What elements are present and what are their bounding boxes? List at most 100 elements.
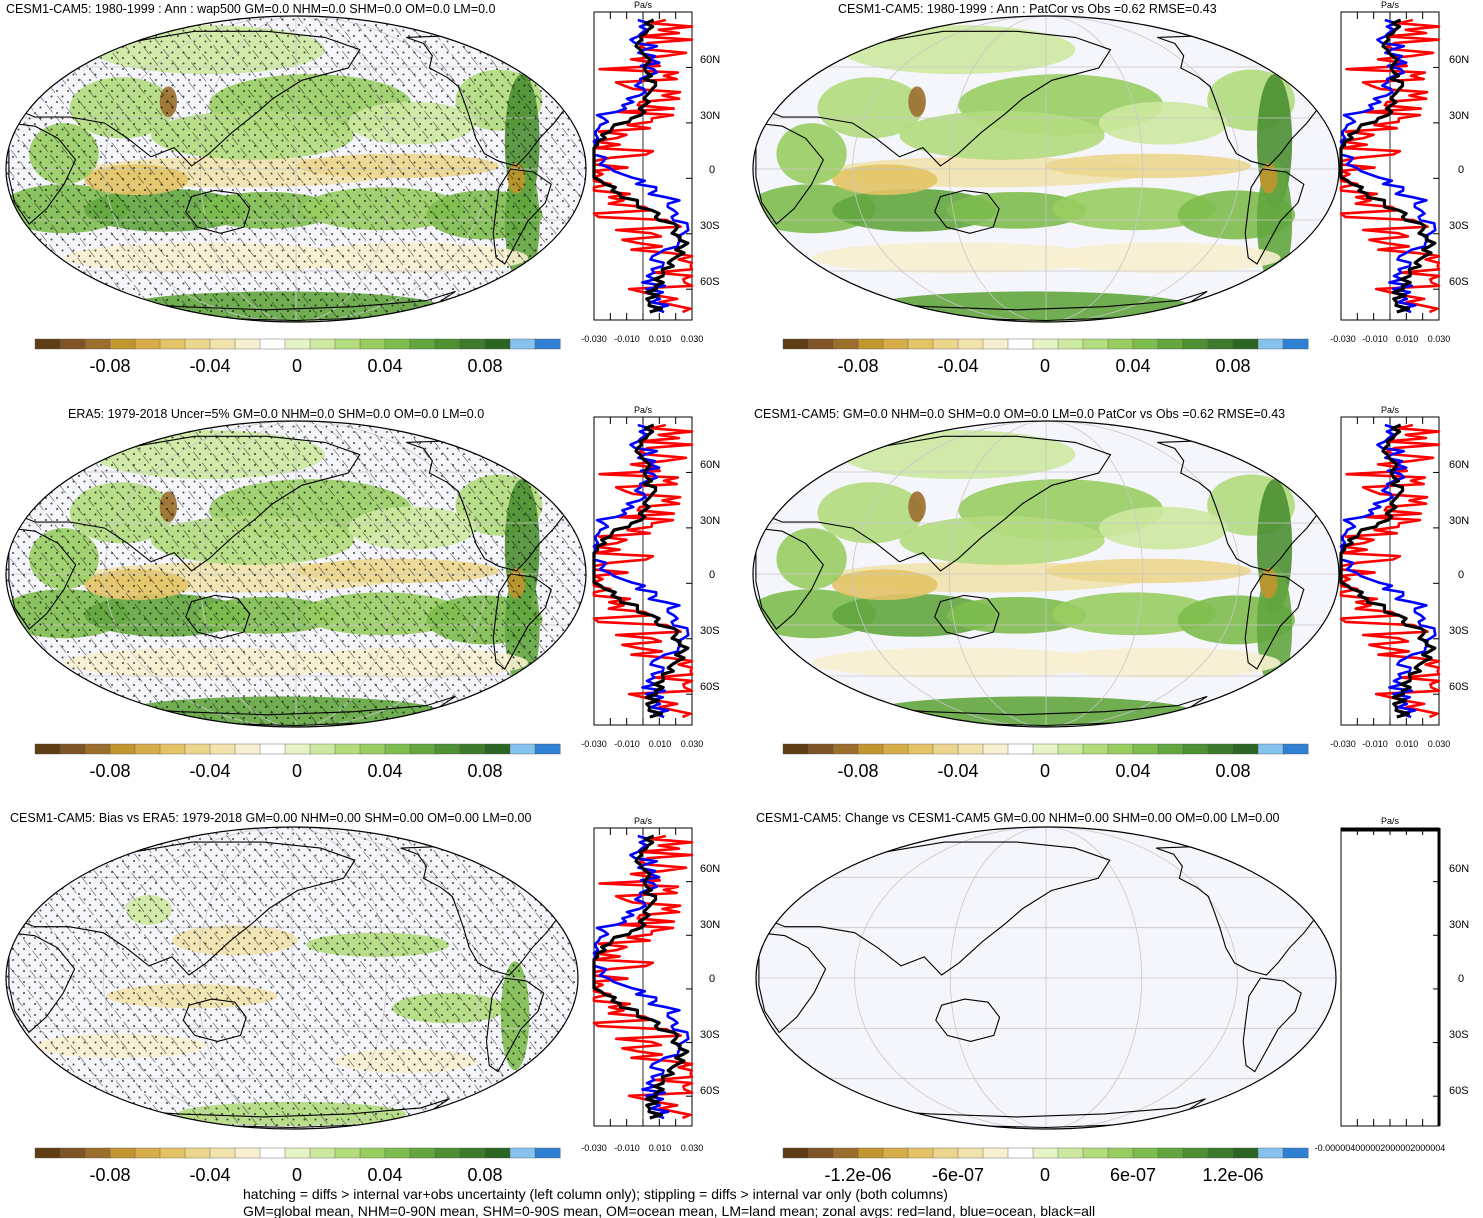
map-body xyxy=(6,421,586,727)
colorbar-swatch-20 xyxy=(1257,743,1284,755)
colorbar-swatch-5 xyxy=(134,338,161,350)
colorbar-swatch-17 xyxy=(1182,743,1209,755)
panel-5-lat-60n: 60N xyxy=(700,863,720,875)
colorbar-swatch-1 xyxy=(782,338,809,350)
zonal-all-line xyxy=(1339,18,1437,314)
panel-1-lat-30n: 30N xyxy=(700,110,720,122)
panel-4-zonal-unit: Pa/s xyxy=(1381,405,1400,415)
colorbar-swatch-10 xyxy=(259,1147,286,1159)
coastline-africa xyxy=(8,122,77,225)
colorbar-swatch-21 xyxy=(1282,743,1309,755)
panel-2: CESM1-CAM5: 1980-1999 : Ann : PatCor vs … xyxy=(752,0,1469,376)
colorbar-swatch-8 xyxy=(957,1147,984,1159)
colorbar-swatch-18 xyxy=(459,338,486,350)
panel-5-zonal-unit: Pa/s xyxy=(634,816,653,826)
graticule-meridian-2 xyxy=(854,827,1238,1129)
zonal-land-line xyxy=(592,18,694,314)
panel-3-lat-eq: 0 xyxy=(709,569,715,581)
colorbar-swatch-7 xyxy=(184,743,211,755)
map-border xyxy=(752,420,1340,728)
colorbar-swatch-14 xyxy=(359,338,386,350)
colorbar-swatch-18 xyxy=(1207,1147,1234,1159)
colorbar-swatch-14 xyxy=(359,743,386,755)
zonal-ocean-line xyxy=(592,18,690,314)
panel-5-zonal-mean-plot xyxy=(592,827,694,1127)
coastline-south-america xyxy=(1244,168,1305,265)
panel-1-zonal-mean-plot xyxy=(592,11,694,321)
colorbar-swatch-11 xyxy=(1032,1147,1059,1159)
field-contour-17 xyxy=(776,528,847,590)
panel-6-colorbar xyxy=(782,1147,1309,1159)
panel-6-lat-30s: 30S xyxy=(1449,1029,1469,1041)
colorbar-swatch-6 xyxy=(159,1147,186,1159)
colorbar-swatch-16 xyxy=(1157,1147,1184,1159)
graticule-meridian-2 xyxy=(852,421,1240,727)
coastline-australia xyxy=(934,189,1000,234)
colorbar-swatch-12 xyxy=(309,1147,336,1159)
colorbar-swatch-8 xyxy=(209,743,236,755)
colorbar-swatch-10 xyxy=(1007,1147,1034,1159)
panel-4-map xyxy=(752,420,1340,728)
colorbar-swatch-8 xyxy=(209,338,236,350)
map-border xyxy=(752,15,1340,323)
map-border xyxy=(5,420,587,728)
map-border xyxy=(5,826,579,1130)
colorbar-swatch-6 xyxy=(907,743,934,755)
coastline-australia xyxy=(185,594,251,639)
graticule-meridian-1 xyxy=(948,16,1144,322)
colorbar-swatch-1 xyxy=(782,1147,809,1159)
panel-1-zonal-xtick-2: -0.010 xyxy=(614,334,640,344)
colorbar-swatch-13 xyxy=(1082,338,1109,350)
panel-2-lat-30s: 30S xyxy=(1449,220,1469,232)
colorbar-swatch-16 xyxy=(1157,743,1184,755)
panel-1-map xyxy=(5,15,587,323)
colorbar-swatch-5 xyxy=(882,338,909,350)
colorbar-swatch-6 xyxy=(159,743,186,755)
zonal-all-line xyxy=(592,834,690,1120)
panel-4-zonal-xtick-2: -0.010 xyxy=(1362,739,1388,749)
zonal-all-line xyxy=(592,18,690,314)
panel-4-zonal-xtick-1: -0.030 xyxy=(1330,739,1356,749)
field-contour-15 xyxy=(899,515,1105,565)
colorbar-swatch-15 xyxy=(384,1147,411,1159)
field-contour-19 xyxy=(1046,647,1281,679)
colorbar-swatch-2 xyxy=(807,338,834,350)
colorbar-swatch-4 xyxy=(109,338,136,350)
colorbar-swatch-18 xyxy=(459,743,486,755)
field-contour-6 xyxy=(817,77,923,139)
panel-3-lat-30s: 30S xyxy=(700,625,720,637)
panel-3-zonal-xtick-3: 0.010 xyxy=(649,739,672,749)
panel-4-colorbar-label-1: -0.08 xyxy=(837,761,878,781)
map-body xyxy=(6,827,578,1129)
colorbar-swatch-11 xyxy=(284,743,311,755)
colorbar-swatch-8 xyxy=(209,1147,236,1159)
coastline-south-america xyxy=(492,168,552,265)
colorbar-swatch-14 xyxy=(1107,1147,1134,1159)
colorbar-swatch-3 xyxy=(832,338,859,350)
panel-2-lat-60s: 60S xyxy=(1449,276,1469,288)
panel-1: CESM1-CAM5: 1980-1999 : Ann : wap500 GM=… xyxy=(5,0,720,376)
panel-6-colorbar-label-1: -1.2e-06 xyxy=(824,1165,891,1185)
colorbar-swatch-11 xyxy=(1032,743,1059,755)
field-contour-13 xyxy=(1046,153,1252,179)
colorbar-swatch-19 xyxy=(484,1147,511,1159)
colorbar-swatch-19 xyxy=(1232,1147,1259,1159)
colorbar-swatch-20 xyxy=(509,1147,536,1159)
panel-2-title: CESM1-CAM5: 1980-1999 : Ann : PatCor vs … xyxy=(838,2,1217,16)
panel-5-map xyxy=(5,826,579,1130)
panel-4-colorbar-label-3: 0 xyxy=(1040,761,1050,781)
coastline-greenland xyxy=(1303,435,1334,468)
colorbar-swatch-17 xyxy=(1182,338,1209,350)
field-contour-19 xyxy=(1046,242,1281,274)
colorbar-swatch-16 xyxy=(409,338,436,350)
panel-6-lat-eq: 0 xyxy=(1458,973,1464,985)
coastline-greenland xyxy=(1300,841,1331,873)
panel-4-zonal-xtick-3: 0.010 xyxy=(1396,739,1419,749)
map-body xyxy=(753,421,1339,727)
coastline-eurasia xyxy=(11,841,356,976)
panel-5-colorbar-label-4: 0.04 xyxy=(367,1165,402,1185)
field-contour-22 xyxy=(1259,567,1278,599)
colorbar-swatch-3 xyxy=(832,743,859,755)
colorbar-swatch-9 xyxy=(234,338,261,350)
colorbar-swatch-16 xyxy=(409,743,436,755)
